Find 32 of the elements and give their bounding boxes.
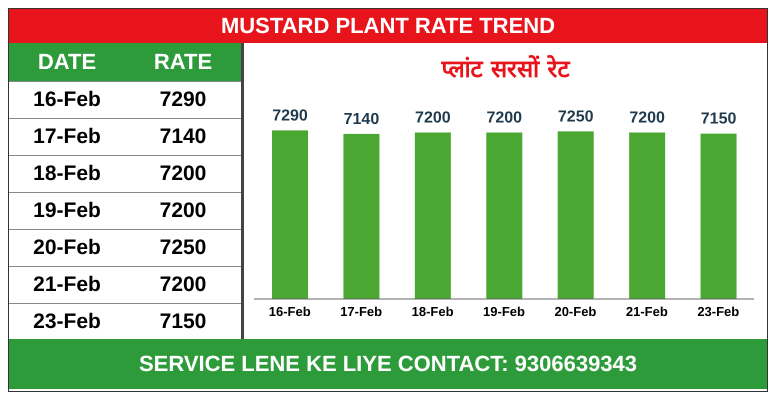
x-tick-label: 23-Feb xyxy=(697,304,740,320)
x-tick-label: 18-Feb xyxy=(412,304,454,320)
data-label: 7150 xyxy=(158,309,208,335)
data-label: 7250 xyxy=(158,235,208,261)
text: SERVICE LENE KE LIYE CONTACT: 9306639343 xyxy=(9,339,767,389)
text: DATE xyxy=(36,48,98,76)
data-label: 7200 xyxy=(158,198,208,224)
category-label: 17-Feb xyxy=(32,124,102,150)
data-label: 7290 xyxy=(158,87,208,113)
category-label: 20-Feb xyxy=(32,235,102,261)
x-tick-label: 20-Feb xyxy=(554,304,596,320)
data-label: 7200 xyxy=(629,110,666,126)
data-label: 7200 xyxy=(486,110,522,126)
x-tick-label: 17-Feb xyxy=(340,304,382,320)
category-label: 19-Feb xyxy=(32,198,102,224)
x-tick-label: 21-Feb xyxy=(626,304,668,320)
data-label: 7200 xyxy=(158,161,208,187)
data-label: 7140 xyxy=(344,110,380,128)
data-label: 7250 xyxy=(558,108,594,126)
data-label: 7290 xyxy=(272,107,308,124)
text: MUSTARD PLANT RATE TREND xyxy=(9,9,767,43)
category-label: 21-Feb xyxy=(32,272,102,298)
data-label: 7200 xyxy=(415,110,451,126)
data-label: 7140 xyxy=(158,124,208,150)
chart-title: प्लांट सरसों रेट xyxy=(440,54,572,84)
data-label: 7150 xyxy=(700,110,736,128)
x-tick-label: 16-Feb xyxy=(268,304,311,320)
text: RATE xyxy=(152,48,214,76)
x-tick-label: 19-Feb xyxy=(483,304,526,320)
data-label: 7200 xyxy=(158,272,208,298)
category-label: 16-Feb xyxy=(32,87,102,113)
category-label: 18-Feb xyxy=(32,161,102,187)
